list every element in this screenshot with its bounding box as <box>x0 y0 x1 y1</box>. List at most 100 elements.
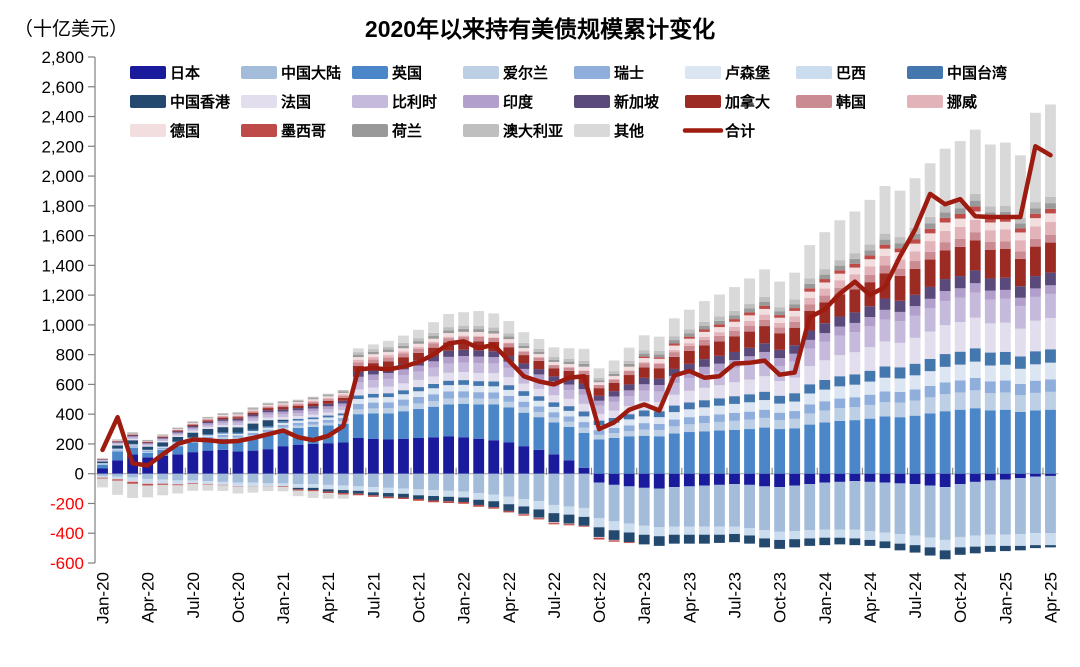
bar-segment <box>969 473 981 482</box>
bar-segment <box>413 379 424 388</box>
bar-segment <box>969 283 981 293</box>
bar-segment <box>413 365 424 372</box>
bar-segment <box>714 421 725 431</box>
bar-segment <box>533 388 545 397</box>
bar-segment <box>834 335 846 356</box>
bar-segment <box>337 473 349 486</box>
bar-segment <box>398 357 409 365</box>
bar-segment <box>533 406 545 412</box>
bar-segment <box>638 358 650 363</box>
y-axis-tick-label: 2,800 <box>41 48 84 67</box>
bar-segment <box>774 311 786 316</box>
bar-segment <box>954 288 966 298</box>
bar-segment <box>909 306 921 316</box>
bar-segment <box>413 341 424 344</box>
bar-segment <box>653 488 665 528</box>
bar-segment <box>458 335 470 337</box>
bar-segment <box>819 360 831 380</box>
bar-segment <box>382 373 394 379</box>
bar-segment <box>187 422 199 423</box>
bar-segment <box>307 491 319 498</box>
bar-segment <box>1045 379 1056 392</box>
bar-segment <box>1030 246 1041 277</box>
bar-segment <box>849 397 861 408</box>
bar-segment <box>849 481 861 530</box>
bar-segment <box>518 391 530 396</box>
bar-segment <box>714 534 725 543</box>
bar-segment <box>864 381 876 395</box>
bar-segment <box>503 347 515 356</box>
bar-segment <box>819 269 831 275</box>
bar-segment <box>608 382 620 392</box>
bar-segment <box>698 339 710 346</box>
bar-segment <box>819 341 831 361</box>
bar-segment <box>924 228 936 234</box>
bar-segment <box>473 473 485 494</box>
bar-segment <box>969 390 981 409</box>
bar-segment <box>1045 293 1056 319</box>
bar-segment <box>307 399 319 401</box>
bar-segment <box>623 347 635 361</box>
bar-segment <box>1014 306 1026 329</box>
bar-segment <box>473 372 485 382</box>
bar-segment <box>819 379 831 390</box>
bar-segment <box>202 421 214 424</box>
legend-swatch <box>463 95 499 108</box>
bar-segment <box>443 342 455 351</box>
bar-segment <box>864 306 876 317</box>
bar-segment <box>413 396 424 404</box>
legend-swatch <box>574 66 610 79</box>
bar-segment <box>578 467 590 474</box>
bar-segment <box>744 364 755 380</box>
bar-segment <box>608 376 620 380</box>
bar-segment <box>307 426 319 444</box>
bar-segment <box>398 497 409 500</box>
bar-segment <box>518 473 530 500</box>
bar-segment <box>458 341 470 350</box>
legend-item-挪威: 挪威 <box>907 93 977 111</box>
bar-segment <box>247 408 259 410</box>
bar-segment <box>382 393 394 398</box>
bar-segment <box>789 316 801 322</box>
bar-segment <box>804 339 816 349</box>
bar-segment <box>232 415 244 418</box>
bar-segment <box>759 269 771 297</box>
bar-segment <box>638 353 650 357</box>
bar-segment <box>503 407 515 443</box>
bar-segment <box>533 360 545 370</box>
bar-segment <box>202 420 214 422</box>
bar-segment <box>518 446 530 474</box>
bar-segment <box>352 403 364 410</box>
bar-segment <box>879 233 891 240</box>
bar-segment <box>864 199 876 245</box>
bar-segment <box>428 347 439 356</box>
bar-segment <box>428 388 439 395</box>
bar-segment <box>187 452 199 474</box>
bar-segment <box>759 360 771 377</box>
bar-segment <box>563 348 575 359</box>
bar-segment <box>984 381 996 394</box>
bar-segment <box>518 345 530 349</box>
bar-segment <box>382 351 394 356</box>
bar-segment <box>488 473 500 495</box>
bar-segment <box>262 420 274 427</box>
legend-swatch <box>907 95 943 108</box>
bar-segment <box>984 218 996 223</box>
legend-label: 日本 <box>170 64 200 82</box>
bar-segment <box>939 301 951 326</box>
bar-segment <box>623 371 635 376</box>
bar-segment <box>518 395 530 402</box>
bar-segment <box>909 233 921 240</box>
bar-segment <box>292 416 304 419</box>
total-line <box>100 144 1053 468</box>
bar-segment <box>834 537 846 545</box>
y-axis-unit-label: （十亿美元） <box>14 19 129 40</box>
bar-segment <box>172 427 184 429</box>
bar-segment <box>683 402 695 410</box>
bar-segment <box>653 368 665 379</box>
bar-segment <box>774 531 786 540</box>
bar-segment <box>277 417 289 420</box>
bar-segment <box>172 431 184 433</box>
bar-segment <box>307 419 319 422</box>
